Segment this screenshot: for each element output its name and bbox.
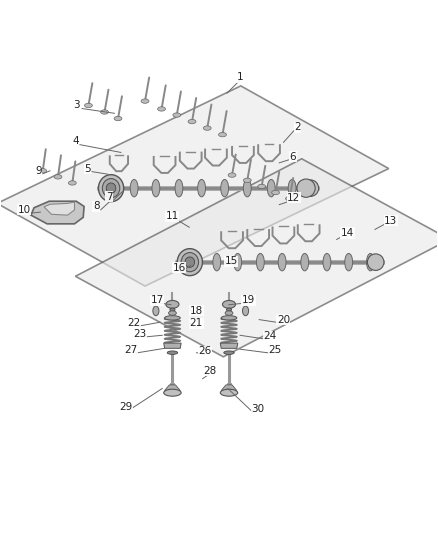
Polygon shape bbox=[165, 385, 180, 391]
Ellipse shape bbox=[85, 103, 92, 108]
Ellipse shape bbox=[225, 311, 233, 315]
Ellipse shape bbox=[244, 180, 251, 197]
Ellipse shape bbox=[278, 254, 286, 271]
Ellipse shape bbox=[223, 301, 236, 308]
Ellipse shape bbox=[226, 308, 232, 311]
Ellipse shape bbox=[166, 301, 179, 308]
Text: 8: 8 bbox=[93, 201, 99, 212]
Ellipse shape bbox=[141, 99, 149, 103]
Ellipse shape bbox=[286, 197, 293, 201]
Polygon shape bbox=[31, 201, 84, 224]
Ellipse shape bbox=[272, 190, 279, 195]
Polygon shape bbox=[164, 343, 181, 349]
Ellipse shape bbox=[224, 351, 234, 354]
Ellipse shape bbox=[167, 351, 178, 354]
Ellipse shape bbox=[297, 179, 315, 197]
Ellipse shape bbox=[301, 254, 309, 271]
Text: 23: 23 bbox=[133, 329, 146, 339]
Text: 19: 19 bbox=[242, 295, 255, 305]
Ellipse shape bbox=[165, 316, 180, 320]
Ellipse shape bbox=[323, 254, 331, 271]
Text: 21: 21 bbox=[190, 318, 203, 328]
Ellipse shape bbox=[181, 253, 198, 272]
Ellipse shape bbox=[130, 180, 138, 197]
Text: 22: 22 bbox=[127, 318, 141, 328]
Ellipse shape bbox=[345, 254, 353, 271]
Ellipse shape bbox=[267, 180, 275, 197]
Ellipse shape bbox=[243, 306, 249, 316]
Polygon shape bbox=[75, 159, 438, 357]
Polygon shape bbox=[221, 385, 237, 391]
Text: 28: 28 bbox=[203, 366, 216, 376]
Ellipse shape bbox=[198, 180, 205, 197]
Ellipse shape bbox=[54, 175, 62, 179]
Ellipse shape bbox=[221, 180, 229, 197]
Text: 24: 24 bbox=[264, 331, 277, 341]
Ellipse shape bbox=[106, 183, 116, 193]
Ellipse shape bbox=[177, 249, 202, 276]
Ellipse shape bbox=[173, 113, 181, 117]
Text: 6: 6 bbox=[290, 152, 296, 162]
Text: 17: 17 bbox=[151, 295, 164, 305]
Ellipse shape bbox=[39, 168, 47, 173]
Text: 26: 26 bbox=[198, 346, 212, 357]
Ellipse shape bbox=[114, 116, 122, 120]
Ellipse shape bbox=[256, 254, 264, 271]
Text: 29: 29 bbox=[119, 402, 132, 411]
Text: 1: 1 bbox=[237, 72, 243, 82]
Text: 12: 12 bbox=[287, 193, 300, 203]
Ellipse shape bbox=[152, 180, 160, 197]
Ellipse shape bbox=[153, 306, 159, 316]
Ellipse shape bbox=[302, 180, 319, 197]
Ellipse shape bbox=[185, 257, 194, 268]
Text: 20: 20 bbox=[277, 314, 290, 325]
Ellipse shape bbox=[102, 179, 120, 198]
Text: 15: 15 bbox=[225, 256, 238, 266]
Ellipse shape bbox=[99, 175, 124, 201]
Ellipse shape bbox=[219, 133, 226, 137]
Ellipse shape bbox=[221, 316, 237, 320]
Ellipse shape bbox=[213, 254, 221, 271]
Text: 2: 2 bbox=[294, 122, 300, 132]
Ellipse shape bbox=[258, 184, 265, 189]
Ellipse shape bbox=[288, 180, 296, 197]
Ellipse shape bbox=[367, 254, 384, 270]
Ellipse shape bbox=[234, 254, 242, 271]
Ellipse shape bbox=[367, 254, 374, 271]
Text: 13: 13 bbox=[384, 216, 398, 226]
Text: 4: 4 bbox=[72, 136, 79, 146]
Text: 25: 25 bbox=[268, 345, 281, 355]
Ellipse shape bbox=[228, 173, 236, 177]
Ellipse shape bbox=[244, 178, 251, 182]
Ellipse shape bbox=[170, 308, 175, 311]
Text: 16: 16 bbox=[172, 263, 186, 273]
Ellipse shape bbox=[164, 389, 181, 396]
Polygon shape bbox=[220, 343, 238, 349]
Text: 3: 3 bbox=[73, 100, 80, 110]
Ellipse shape bbox=[220, 389, 238, 396]
Polygon shape bbox=[44, 202, 74, 215]
Text: 9: 9 bbox=[35, 166, 42, 176]
Ellipse shape bbox=[188, 119, 196, 124]
Text: 10: 10 bbox=[18, 205, 31, 215]
Polygon shape bbox=[0, 86, 389, 286]
Text: 5: 5 bbox=[84, 164, 91, 174]
Ellipse shape bbox=[169, 311, 177, 315]
Ellipse shape bbox=[203, 126, 211, 130]
Ellipse shape bbox=[158, 107, 166, 111]
Text: 30: 30 bbox=[251, 404, 265, 414]
Text: 14: 14 bbox=[341, 228, 354, 238]
Ellipse shape bbox=[175, 180, 183, 197]
Ellipse shape bbox=[101, 110, 109, 114]
Text: 7: 7 bbox=[106, 192, 113, 202]
Ellipse shape bbox=[68, 181, 76, 185]
Text: 18: 18 bbox=[190, 306, 203, 316]
Text: 27: 27 bbox=[124, 345, 138, 355]
Text: 11: 11 bbox=[166, 212, 179, 221]
